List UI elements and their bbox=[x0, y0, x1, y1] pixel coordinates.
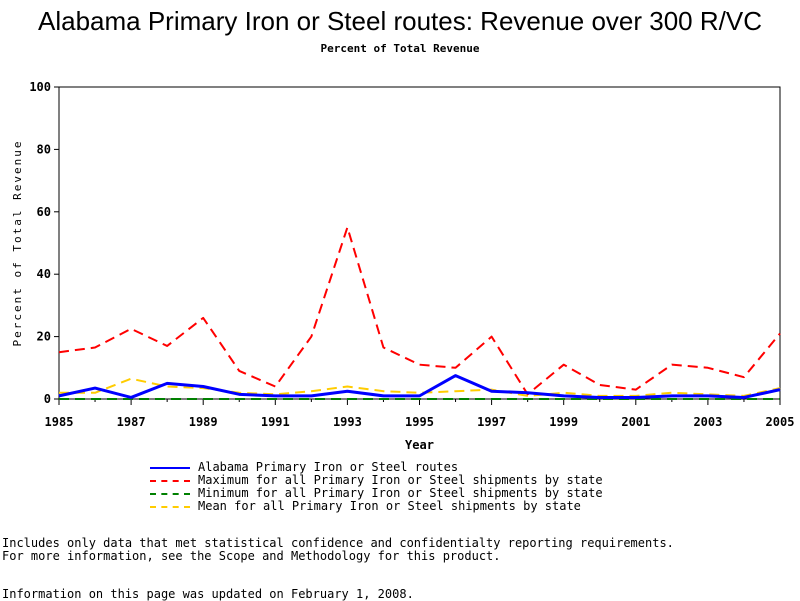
x-axis: 1985 1987 1989 1991 1993 1995 1997 1999 2001 2003… bbox=[45, 399, 795, 429]
series-layer bbox=[58, 226, 781, 400]
x-tick-label: 1993 bbox=[333, 415, 362, 429]
y-axis-label: Percent of Total Revenue bbox=[11, 140, 24, 347]
x-tick-label: 1999 bbox=[549, 415, 578, 429]
legend-label-alabama: Alabama Primary Iron or Steel routes bbox=[198, 460, 459, 474]
note-methodology: For more information, see the Scope and … bbox=[2, 549, 501, 563]
x-tick-label: 1995 bbox=[405, 415, 434, 429]
x-tick-label: 1987 bbox=[117, 415, 146, 429]
y-tick-label: 80 bbox=[37, 142, 51, 156]
series-line-maximum bbox=[58, 226, 781, 396]
note-confidence: Includes only data that met statistical … bbox=[2, 536, 674, 550]
x-tick-label: 1985 bbox=[45, 415, 74, 429]
x-tick-label: 2001 bbox=[621, 415, 650, 429]
x-tick-label: 1989 bbox=[189, 415, 218, 429]
y-tick-label: 60 bbox=[37, 205, 51, 219]
legend-item-alabama: Alabama Primary Iron or Steel routes bbox=[150, 461, 603, 474]
plot-frame bbox=[58, 86, 781, 400]
series-line-alabama bbox=[58, 374, 781, 399]
x-tick-label: 1991 bbox=[261, 415, 290, 429]
legend-swatch-maximum bbox=[150, 479, 190, 482]
legend-item-maximum: Maximum for all Primary Iron or Steel sh… bbox=[150, 474, 603, 487]
y-tick-label: 0 bbox=[44, 392, 51, 406]
series-line-mean bbox=[59, 377, 781, 397]
legend: Alabama Primary Iron or Steel routes Max… bbox=[150, 461, 603, 513]
x-tick-label: 2003 bbox=[693, 415, 722, 429]
legend-item-mean: Mean for all Primary Iron or Steel shipm… bbox=[150, 500, 603, 513]
note-updated: Information on this page was updated on … bbox=[2, 587, 414, 601]
y-tick-label: 40 bbox=[37, 267, 51, 281]
line-chart: 0 20 40 60 80 100 1985 1987 1989 1991 1993 1995 199… bbox=[11, 80, 795, 452]
y-axis: 0 20 40 60 80 100 bbox=[29, 80, 59, 406]
chart-title: Alabama Primary Iron or Steel routes: Re… bbox=[37, 6, 762, 36]
legend-swatch-alabama bbox=[150, 466, 190, 469]
legend-item-minimum: Minimum for all Primary Iron or Steel sh… bbox=[150, 487, 603, 500]
x-axis-label: Year bbox=[405, 438, 434, 452]
y-tick-label: 20 bbox=[37, 330, 51, 344]
legend-label-minimum: Minimum for all Primary Iron or Steel sh… bbox=[198, 486, 603, 500]
chart-subtitle: Percent of Total Revenue bbox=[320, 42, 480, 55]
x-tick-label: 2005 bbox=[766, 415, 795, 429]
y-tick-label: 100 bbox=[29, 80, 51, 94]
x-tick-label: 1997 bbox=[477, 415, 506, 429]
legend-label-mean: Mean for all Primary Iron or Steel shipm… bbox=[198, 499, 581, 513]
legend-swatch-mean bbox=[150, 505, 190, 508]
legend-swatch-minimum bbox=[150, 492, 190, 495]
legend-label-maximum: Maximum for all Primary Iron or Steel sh… bbox=[198, 473, 603, 487]
